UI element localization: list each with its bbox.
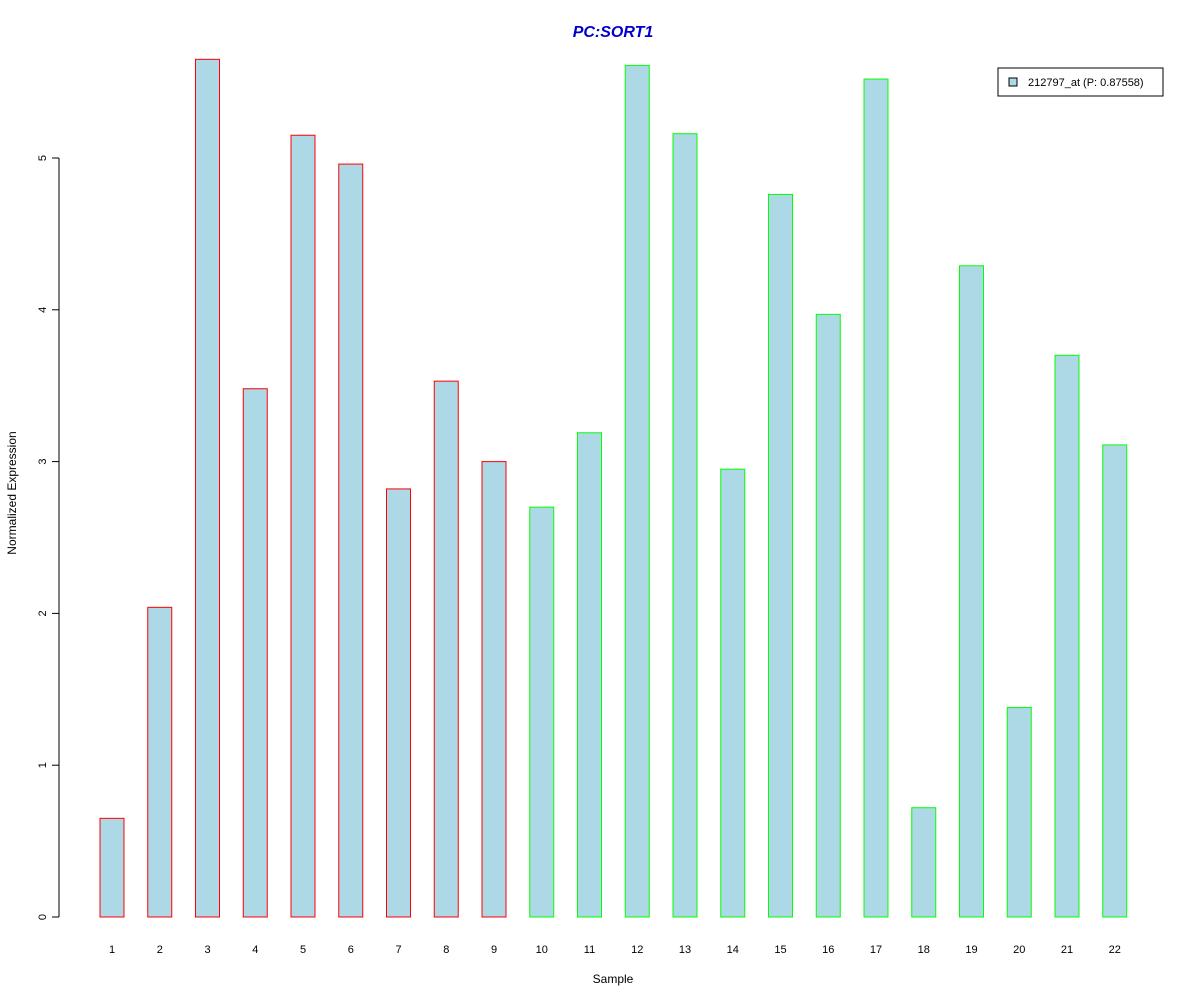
legend-box xyxy=(997,67,1164,97)
x-tick-label: 21 xyxy=(1061,944,1073,956)
legend-label: 212797_at (P: 0.87558) xyxy=(1028,77,1144,89)
bar-sample-1 xyxy=(99,817,125,918)
x-tick-label: 11 xyxy=(584,944,595,956)
bar-sample-8 xyxy=(433,380,459,918)
x-tick-label: 8 xyxy=(443,944,449,956)
x-tick-label: 10 xyxy=(536,944,548,956)
bars-group xyxy=(99,58,1128,918)
x-tick-label: 2 xyxy=(157,944,163,956)
bar-sample-16 xyxy=(815,313,841,918)
x-tick-label: 17 xyxy=(870,944,882,956)
x-tick-label: 7 xyxy=(395,944,401,956)
x-tick-label: 12 xyxy=(631,944,643,956)
x-tick-label: 16 xyxy=(822,944,834,956)
x-tick-label: 1 xyxy=(109,944,115,956)
bar-sample-9 xyxy=(481,461,507,918)
x-tick-label: 20 xyxy=(1013,944,1025,956)
bar-sample-10 xyxy=(529,506,555,918)
y-tick-label: 3 xyxy=(37,459,49,465)
y-tick-label: 5 xyxy=(37,155,49,161)
x-tick-label: 4 xyxy=(252,944,258,956)
bar-sample-19 xyxy=(959,265,984,918)
x-tick-label: 9 xyxy=(491,944,497,956)
y-tick-label: 0 xyxy=(37,914,49,920)
x-tick-label: 19 xyxy=(965,944,977,956)
bar-sample-15 xyxy=(768,193,793,918)
bar-sample-4 xyxy=(242,388,268,918)
bar-sample-3 xyxy=(195,58,220,918)
y-axis-title: Normalized Expression xyxy=(5,431,19,554)
x-tick-label: 3 xyxy=(204,944,210,956)
bar-sample-22 xyxy=(1102,444,1128,918)
bar-sample-7 xyxy=(386,488,411,918)
bar-sample-5 xyxy=(290,134,316,918)
y-tick-label: 1 xyxy=(37,762,49,768)
legend-swatch xyxy=(1008,77,1018,87)
bar-sample-6 xyxy=(338,163,364,918)
bar-sample-2 xyxy=(147,606,173,918)
bar-sample-14 xyxy=(720,468,746,918)
bar-sample-18 xyxy=(911,807,937,918)
x-tick-label: 18 xyxy=(918,944,930,956)
y-tick-label: 4 xyxy=(37,307,49,313)
bar-sample-12 xyxy=(624,64,650,918)
y-axis: 0 1 2 3 4 5 xyxy=(37,155,60,920)
x-tick-label: 6 xyxy=(348,944,354,956)
x-tick-label: 13 xyxy=(679,944,691,956)
bar-sample-21 xyxy=(1054,354,1080,918)
bar-sample-11 xyxy=(577,432,602,918)
y-tick-label: 2 xyxy=(37,610,49,616)
x-axis-title: Sample xyxy=(593,972,634,986)
x-tick-label: 15 xyxy=(774,944,786,956)
x-tick-label: 5 xyxy=(300,944,306,956)
x-tick-label: 22 xyxy=(1109,944,1121,956)
x-tick-label: 14 xyxy=(727,944,739,956)
bar-sample-20 xyxy=(1006,707,1032,918)
x-tick-labels: 1 2 3 4 5 6 7 8 9 10 11 12 13 14 15 16 17 18 19 20 21 22 xyxy=(109,944,1121,956)
chart-title: PC:SORT1 xyxy=(573,24,654,41)
bar-sample-17 xyxy=(863,78,889,918)
legend: 212797_at (P: 0.87558) xyxy=(997,67,1164,97)
bar-sample-13 xyxy=(672,133,698,918)
